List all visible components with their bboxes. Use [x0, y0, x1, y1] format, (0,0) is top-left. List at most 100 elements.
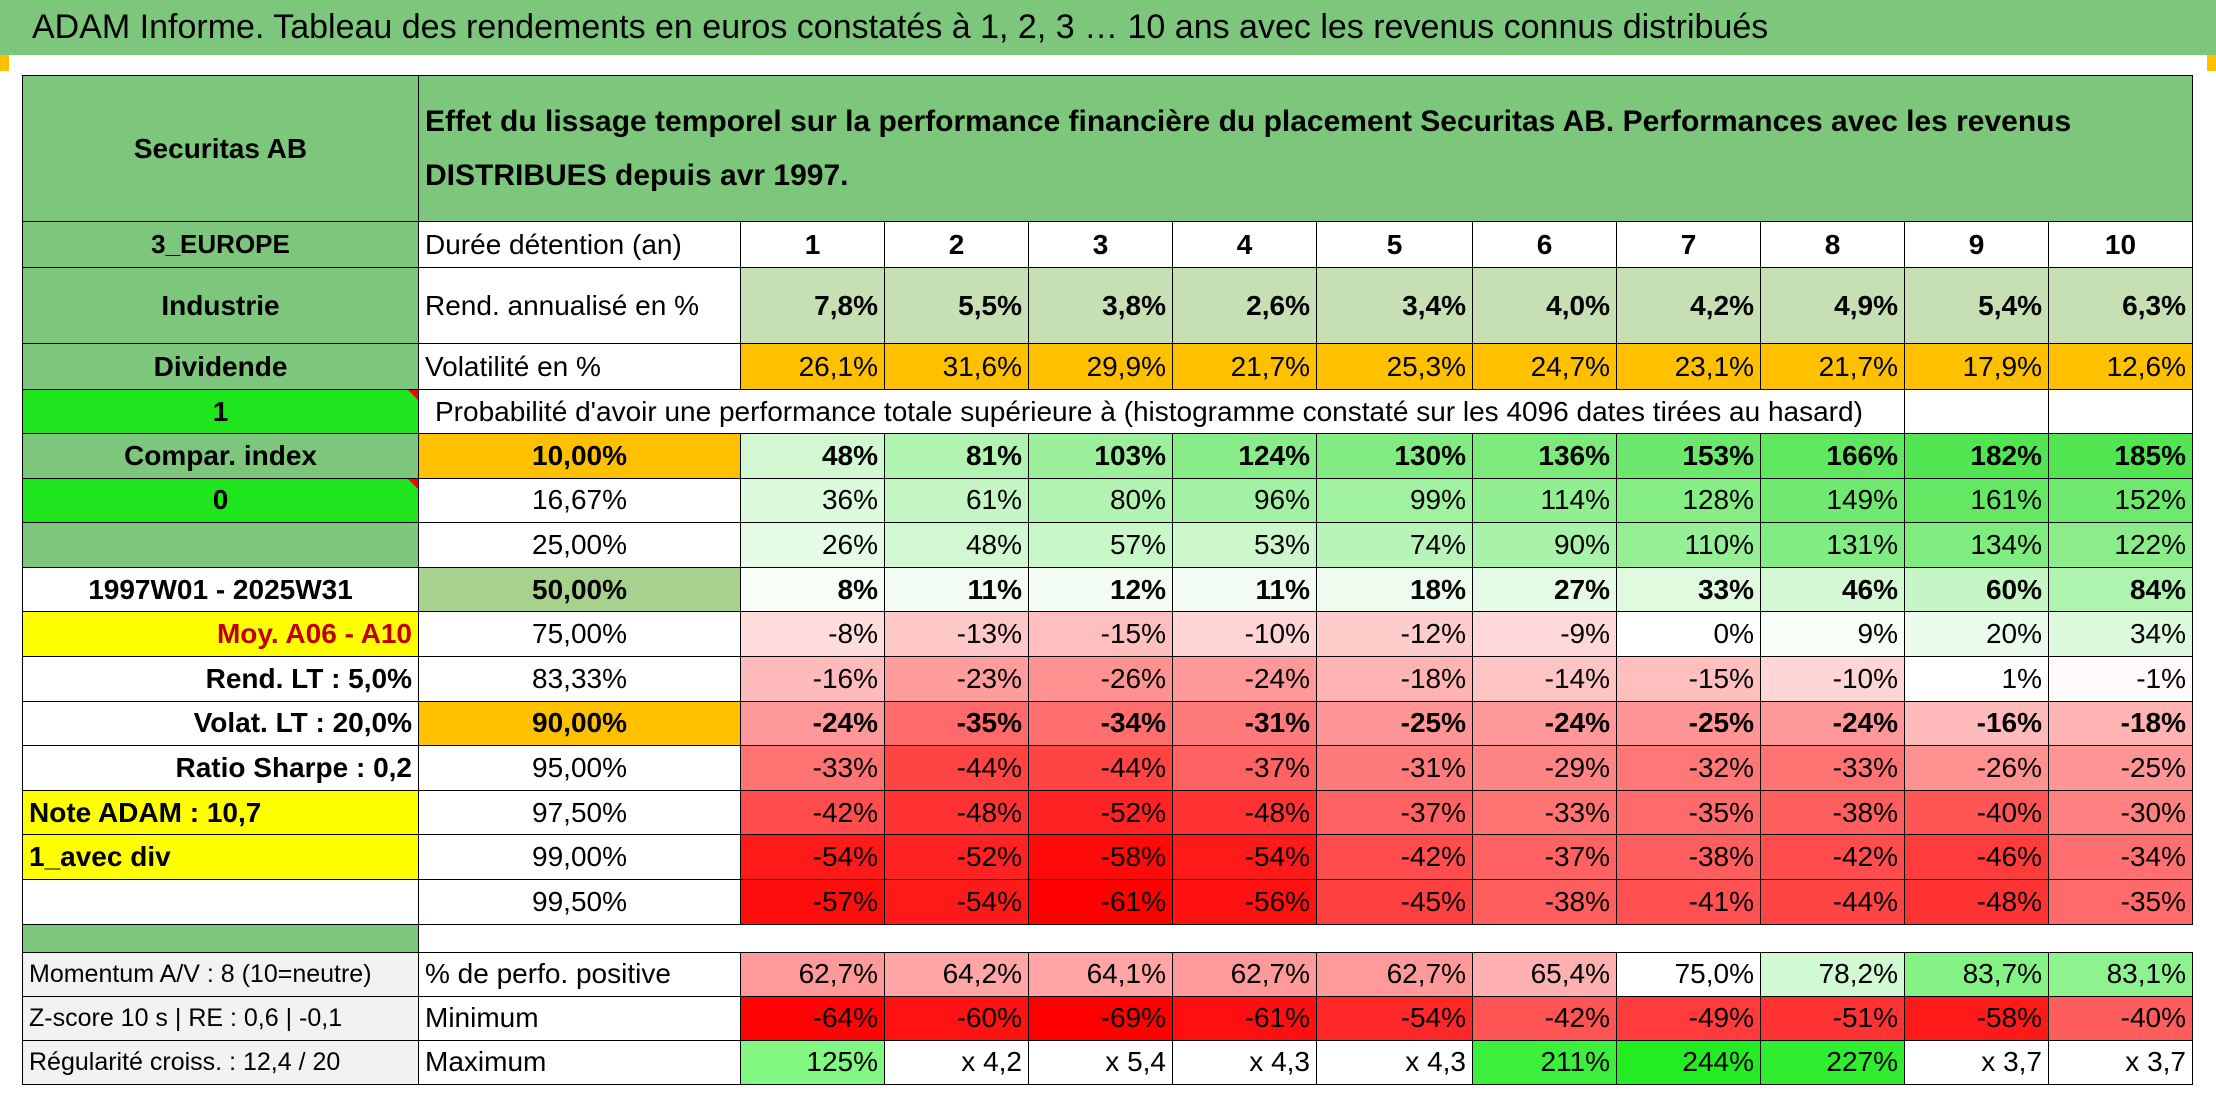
probability-value: 99%: [1316, 477, 1473, 524]
probability-value: 110%: [1616, 522, 1761, 568]
volatility-value: 17,9%: [1904, 343, 2049, 390]
probability-value: 33%: [1616, 566, 1761, 613]
maximum-value: x 4,3: [1316, 1039, 1473, 1085]
probability-value: -37%: [1472, 834, 1617, 880]
probability-value: -48%: [1904, 878, 2049, 925]
probability-value: -34%: [1028, 700, 1173, 747]
probability-value: -8%: [740, 611, 885, 657]
header-row: Securitas AB Effet du lissage temporel su…: [22, 75, 2193, 222]
maximum-value: x 4,3: [1172, 1039, 1317, 1085]
threshold-value: 25,00%: [418, 522, 741, 568]
probability-value: 48%: [740, 433, 885, 479]
duration-row: 3_EUROPE Durée détention (an) 1 2 3 4 5 6 7 8 9 10: [22, 221, 2193, 268]
maximum-value: x 5,4: [1028, 1039, 1173, 1085]
probability-value: -24%: [1472, 700, 1617, 747]
probability-value: 153%: [1616, 433, 1761, 479]
dividend-label: Dividende: [22, 343, 419, 390]
probability-value: 103%: [1028, 433, 1173, 479]
probability-value: -52%: [884, 834, 1029, 880]
probability-value: -23%: [884, 655, 1029, 702]
probability-value: -38%: [1616, 834, 1761, 880]
minimum-value: -49%: [1616, 995, 1761, 1041]
probability-value: 57%: [1028, 522, 1173, 568]
minimum-value: -54%: [1316, 995, 1473, 1041]
probability-value: 8%: [740, 566, 885, 613]
probability-value: -42%: [1760, 834, 1905, 880]
probability-value: 74%: [1316, 522, 1473, 568]
probability-value: 81%: [884, 433, 1029, 479]
positive-value: 64,1%: [1028, 951, 1173, 997]
probability-header: Probabilité d'avoir une performance tota…: [418, 389, 1905, 434]
probability-value: -32%: [1616, 745, 1761, 791]
probability-value: 131%: [1760, 522, 1905, 568]
year-header: 8: [1760, 221, 1905, 268]
probability-value: -48%: [1172, 789, 1317, 836]
probability-value: -30%: [2048, 789, 2193, 836]
year-header: 6: [1472, 221, 1617, 268]
maximum-value: 227%: [1760, 1039, 1905, 1085]
probability-value: 80%: [1028, 477, 1173, 524]
probability-value: -10%: [1760, 655, 1905, 702]
year-header: 1: [740, 221, 885, 268]
volatility-value: 21,7%: [1760, 343, 1905, 390]
probability-value: 61%: [884, 477, 1029, 524]
empty-cell: [22, 522, 419, 568]
probability-value: -1%: [2048, 655, 2193, 702]
probability-value: -10%: [1172, 611, 1317, 657]
positive-value: 62,7%: [740, 951, 885, 997]
return-value: 7,8%: [740, 267, 885, 344]
threshold-value: 10,00%: [418, 433, 741, 479]
probability-value: -16%: [740, 655, 885, 702]
probability-value: -38%: [1760, 789, 1905, 836]
table-header-text: Effet du lissage temporel sur la perform…: [418, 75, 2193, 222]
probability-value: 1%: [1904, 655, 2049, 702]
probability-value: 36%: [740, 477, 885, 524]
probability-value: -15%: [1616, 655, 1761, 702]
probability-value: -52%: [1028, 789, 1173, 836]
year-header: 10: [2048, 221, 2193, 268]
compar-index-label: Compar. index: [22, 433, 419, 479]
probability-value: 96%: [1172, 477, 1317, 524]
return-row: Industrie Rend. annualisé en % 7,8% 5,5% 3,8…: [22, 267, 2193, 344]
probability-value: 26%: [740, 522, 885, 568]
probability-value: -12%: [1316, 611, 1473, 657]
empty-cell: [1904, 389, 2049, 434]
zscore-label: Z-score 10 s | RE : 0,6 | -0,1: [22, 995, 419, 1041]
year-header: 7: [1616, 221, 1761, 268]
probability-value: -25%: [1616, 700, 1761, 747]
maximum-label: Maximum: [418, 1039, 741, 1085]
probability-value: -42%: [1316, 834, 1473, 880]
performance-table: Securitas AB Effet du lissage temporel su…: [22, 75, 2193, 1085]
threshold-value: 83,33%: [418, 655, 741, 702]
probability-value: 122%: [2048, 522, 2193, 568]
probability-value: -31%: [1316, 745, 1473, 791]
threshold-value: 95,00%: [418, 745, 741, 791]
probability-value: 34%: [2048, 611, 2193, 657]
probability-value: 84%: [2048, 566, 2193, 613]
volatility-value: 31,6%: [884, 343, 1029, 390]
minimum-value: -58%: [1904, 995, 2049, 1041]
minimum-value: -42%: [1472, 995, 1617, 1041]
minimum-value: -60%: [884, 995, 1029, 1041]
probability-value: -34%: [2048, 834, 2193, 880]
probability-value: 136%: [1472, 433, 1617, 479]
probability-value: 60%: [1904, 566, 2049, 613]
sharpe-label: Ratio Sharpe : 0,2: [22, 745, 419, 791]
region-label: 3_EUROPE: [22, 221, 419, 268]
probability-value: 18%: [1316, 566, 1473, 613]
probability-value: -33%: [740, 745, 885, 791]
volatility-value: 23,1%: [1616, 343, 1761, 390]
volatility-value: 26,1%: [740, 343, 885, 390]
avec-div-label: 1_avec div: [22, 834, 419, 880]
momentum-label: Momentum A/V : 8 (10=neutre): [22, 951, 419, 997]
probability-row: Moy. A06 - A10 75,00% -8% -13% -15% -10% -12% -…: [22, 611, 2193, 657]
report-frame: Securitas AB Effet du lissage temporel su…: [0, 55, 2216, 1110]
probability-value: -35%: [884, 700, 1029, 747]
probability-value: 27%: [1472, 566, 1617, 613]
year-header: 5: [1316, 221, 1473, 268]
corner-marker: [0, 55, 9, 71]
threshold-value: 97,50%: [418, 789, 741, 836]
probability-value: 124%: [1172, 433, 1317, 479]
year-header: 2: [884, 221, 1029, 268]
positive-value: 83,1%: [2048, 951, 2193, 997]
